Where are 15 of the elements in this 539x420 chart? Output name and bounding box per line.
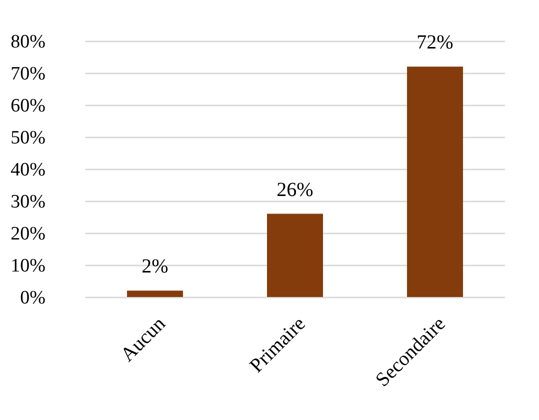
data-label: 26% [276,178,314,201]
data-label: 2% [142,256,168,278]
bar [407,66,463,297]
y-tick-label: 70% [10,64,46,84]
y-tick-label: 10% [10,256,46,276]
y-tick-label: 60% [10,96,46,116]
y-tick-label: 20% [10,224,46,244]
y-tick-label: 50% [10,128,46,148]
bar [127,290,183,297]
y-tick-label: 40% [10,160,46,180]
y-tick-label: 0% [20,288,46,308]
y-tick-label: 30% [10,192,46,212]
y-tick-label: 80% [10,32,46,52]
bar [267,214,323,297]
data-label: 72% [416,32,454,54]
